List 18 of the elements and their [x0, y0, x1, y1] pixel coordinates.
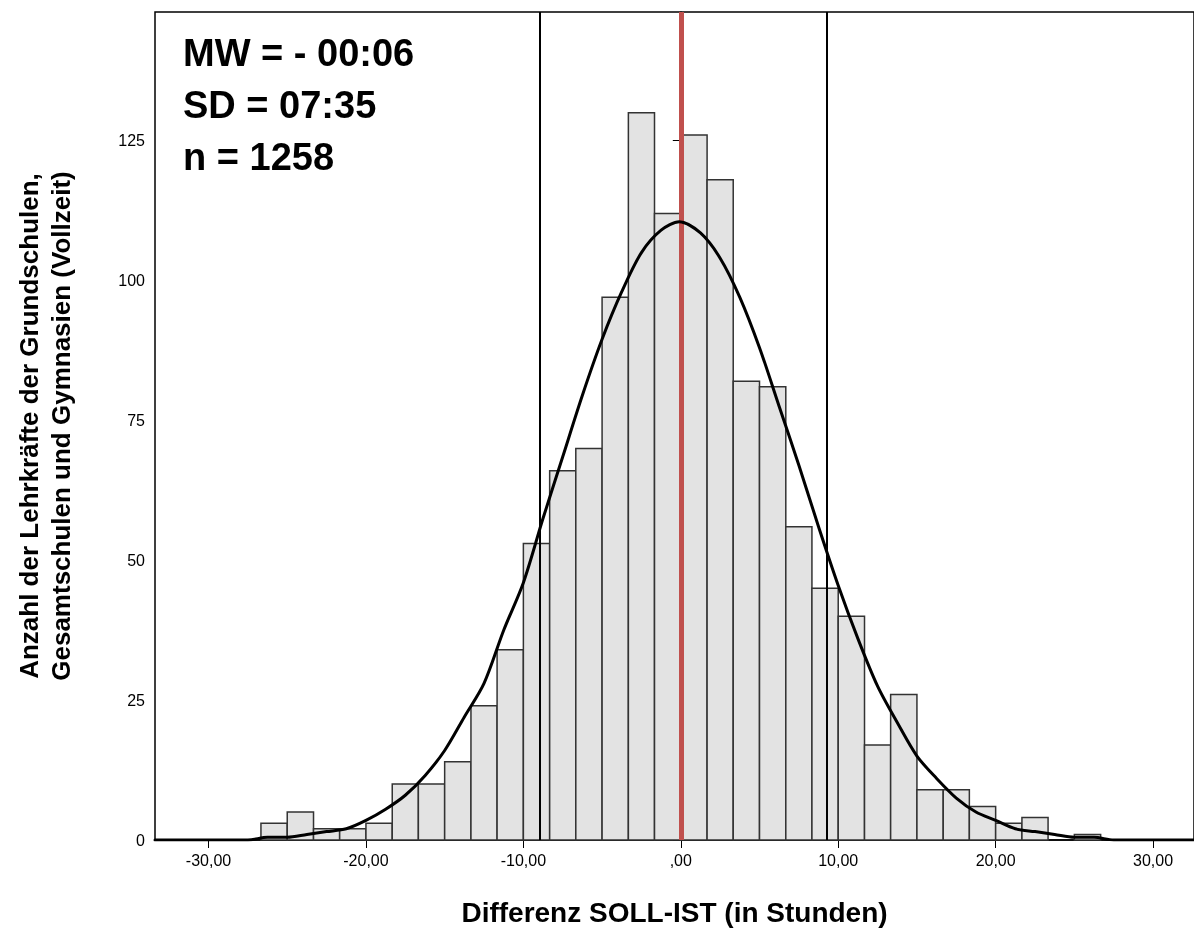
x-tick-label: ,00 — [669, 851, 693, 869]
y-tick-label: 25 — [127, 691, 146, 709]
x-tick-label: -30,00 — [185, 851, 232, 869]
y-axis-title: Anzahl der Lehrkräfte der Grundschulen, Gesamtschulen und Gymnasien (Vollzeit) — [14, 171, 76, 681]
annotation: MW = - 00:06 — [183, 32, 415, 74]
annotation: n = 1258 — [183, 136, 335, 178]
x-tick-label: 20,00 — [975, 851, 1016, 869]
x-axis-title: Differenz SOLL-IST (in Stunden) — [461, 896, 888, 928]
y-tick-label: 75 — [127, 411, 146, 429]
x-tick-label: 10,00 — [818, 851, 859, 869]
y-tick-label: 125 — [118, 132, 146, 150]
annotation: SD = 07:35 — [183, 84, 377, 126]
x-tick-label: -20,00 — [343, 851, 389, 869]
y-tick-label: 100 — [118, 272, 146, 290]
y-tick-label: 50 — [127, 551, 146, 569]
x-tick-label: -10,00 — [500, 851, 547, 869]
x-tick-label: 30,00 — [1133, 851, 1174, 869]
y-tick-label: 0 — [136, 831, 146, 849]
